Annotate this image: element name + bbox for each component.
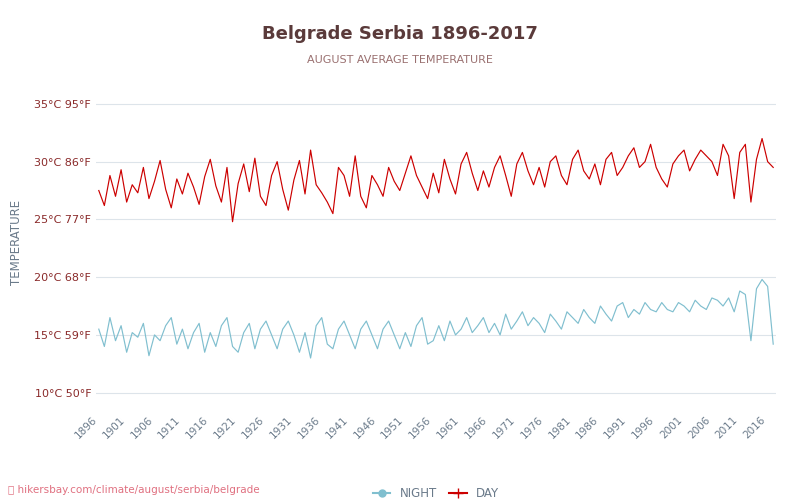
Text: 📍 hikersbay.com/climate/august/serbia/belgrade: 📍 hikersbay.com/climate/august/serbia/be… [8, 485, 260, 495]
Y-axis label: TEMPERATURE: TEMPERATURE [10, 200, 23, 285]
Legend: NIGHT, DAY: NIGHT, DAY [368, 482, 504, 500]
Text: Belgrade Serbia 1896-2017: Belgrade Serbia 1896-2017 [262, 25, 538, 43]
Text: AUGUST AVERAGE TEMPERATURE: AUGUST AVERAGE TEMPERATURE [307, 55, 493, 65]
